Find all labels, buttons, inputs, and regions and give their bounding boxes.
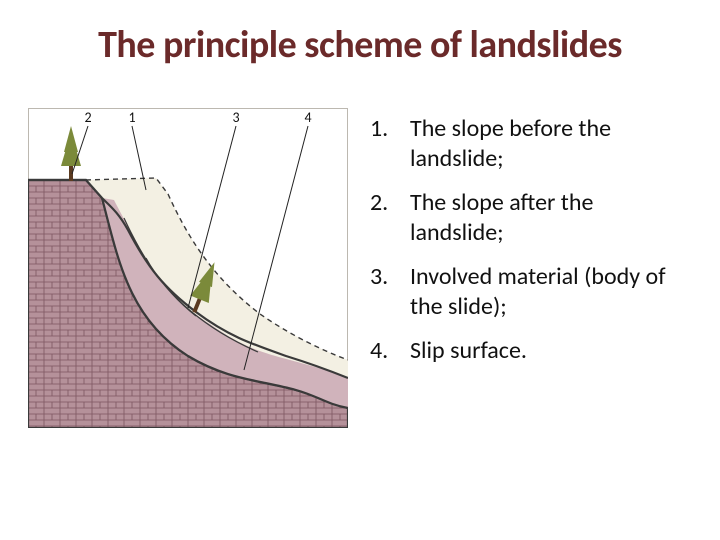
legend-item-text: Slip surface. xyxy=(410,336,527,365)
legend-item-4: Slip surface. xyxy=(370,336,692,366)
legend-list: The slope before the landslide; The slop… xyxy=(370,114,692,366)
tree-upright-icon xyxy=(61,126,81,181)
legend-item-text: The slope after the landslide; xyxy=(410,188,593,247)
label-3: 3 xyxy=(232,109,239,126)
legend-item-text: Involved material (body of the slide); xyxy=(410,262,666,321)
legend-item-text: The slope before the landslide; xyxy=(410,114,611,173)
content-row: 2 1 3 4 The slope before the landslide; … xyxy=(0,108,720,428)
legend-item-2: The slope after the landslide; xyxy=(370,188,692,248)
label-1: 1 xyxy=(128,109,135,126)
label-2: 2 xyxy=(84,109,91,126)
legend-item-1: The slope before the landslide; xyxy=(370,114,692,174)
diagram-container: 2 1 3 4 xyxy=(28,108,348,428)
landslide-diagram: 2 1 3 4 xyxy=(28,108,348,428)
label-4: 4 xyxy=(304,109,311,126)
legend-item-3: Involved material (body of the slide); xyxy=(370,262,692,322)
legend-list-container: The slope before the landslide; The slop… xyxy=(370,108,692,428)
page-title: The principle scheme of landslides xyxy=(0,0,720,68)
